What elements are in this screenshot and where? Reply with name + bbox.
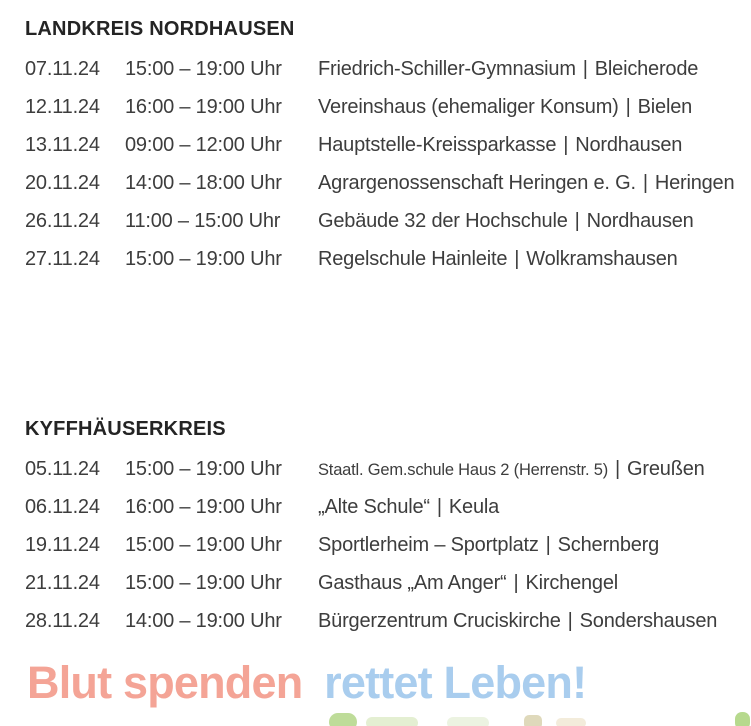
event-date: 20.11.24 (25, 171, 100, 194)
separator: | (582, 57, 588, 80)
event-city: Nordhausen (586, 209, 694, 232)
section-kyffhaeuserkreis: KYFFHÄUSERKREIS 05.11.24 15:00 – 19:00 U… (25, 418, 745, 640)
cropped-text-fragment (524, 715, 542, 726)
cropped-text-fragment (556, 718, 586, 726)
event-location: Regelschule Hainleite | Wolkramshausen (318, 248, 745, 271)
separator: | (574, 209, 580, 232)
event-venue: Regelschule Hainleite (318, 247, 508, 270)
event-date: 12.11.24 (25, 95, 100, 118)
event-date: 21.11.24 (25, 571, 100, 594)
event-location: Vereinshaus (ehemaliger Konsum) | Bielen (318, 96, 745, 119)
event-city: Greußen (627, 457, 705, 480)
event-venue: Bürgerzentrum Cruciskirche (318, 609, 561, 632)
event-time: 14:00 – 18:00 Uhr (125, 171, 282, 194)
event-date: 26.11.24 (25, 209, 100, 232)
event-venue: Sportlerheim – Sportplatz (318, 533, 539, 556)
cropped-logo-fragment (735, 712, 750, 726)
event-location: Hauptstelle-Kreissparkasse | Nordhausen (318, 134, 745, 157)
event-location: Sportlerheim – Sportplatz | Schernberg (318, 534, 745, 557)
separator: | (625, 95, 631, 118)
schedule-row: 13.11.24 09:00 – 12:00 Uhr Hauptstelle-K… (25, 126, 745, 164)
event-time: 11:00 – 15:00 Uhr (125, 209, 281, 232)
event-time: 15:00 – 19:00 Uhr (125, 57, 282, 80)
event-location: Gasthaus „Am Anger“ | Kirchengel (318, 572, 745, 595)
event-city: Sondershausen (579, 609, 718, 632)
schedule-row: 21.11.24 15:00 – 19:00 Uhr Gasthaus „Am … (25, 564, 745, 602)
schedule-row: 27.11.24 15:00 – 19:00 Uhr Regelschule H… (25, 240, 745, 278)
event-time: 15:00 – 19:00 Uhr (125, 571, 282, 594)
event-date: 19.11.24 (25, 533, 100, 556)
event-venue: Vereinshaus (ehemaliger Konsum) (318, 95, 619, 118)
event-location: Gebäude 32 der Hochschule | Nordhausen (318, 210, 745, 233)
event-city: Heringen (654, 171, 735, 194)
event-date: 27.11.24 (25, 247, 100, 270)
separator: | (514, 247, 520, 270)
cropped-text-fragment (447, 717, 489, 726)
event-time: 15:00 – 19:00 Uhr (125, 533, 282, 556)
event-location: Staatl. Gem.schule Haus 2 (Herrenstr. 5)… (318, 458, 745, 481)
event-date: 13.11.24 (25, 133, 100, 156)
event-city: Keula (448, 495, 500, 518)
event-venue: Agrargenossenschaft Heringen e. G. (318, 171, 636, 194)
event-venue: Friedrich-Schiller-Gymnasium (318, 57, 576, 80)
section-title: LANDKREIS NORDHAUSEN (25, 18, 295, 40)
event-city: Kirchengel (525, 571, 619, 594)
slogan-rettet-leben: rettet Leben! (324, 657, 587, 708)
event-location: Bürgerzentrum Cruciskirche | Sondershausen (318, 610, 745, 633)
event-city: Bielen (637, 95, 693, 118)
separator: | (642, 171, 648, 194)
schedule-row: 19.11.24 15:00 – 19:00 Uhr Sportlerheim … (25, 526, 745, 564)
separator: | (567, 609, 573, 632)
schedule-row: 28.11.24 14:00 – 19:00 Uhr Bürgerzentrum… (25, 602, 745, 640)
event-city: Schernberg (557, 533, 660, 556)
slogan-blut-spenden: Blut spenden (27, 657, 303, 708)
slogan: Blut spenden rettet Leben! (27, 657, 587, 709)
event-location: Agrargenossenschaft Heringen e. G. | Herin… (318, 172, 745, 195)
schedule-row: 06.11.24 16:00 – 19:00 Uhr „Alte Schule“… (25, 488, 745, 526)
event-venue: Staatl. Gem.schule Haus 2 (Herrenstr. 5) (318, 460, 609, 479)
schedule-rows: 05.11.24 15:00 – 19:00 Uhr Staatl. Gem.s… (25, 450, 745, 640)
separator: | (545, 533, 551, 556)
cropped-text-fragment (366, 717, 418, 726)
cropped-logo-fragment (329, 713, 357, 726)
event-time: 15:00 – 19:00 Uhr (125, 457, 282, 480)
section-landkreis-nordhausen: LANDKREIS NORDHAUSEN 07.11.24 15:00 – 19… (25, 18, 745, 278)
schedule-row: 05.11.24 15:00 – 19:00 Uhr Staatl. Gem.s… (25, 450, 745, 488)
event-time: 09:00 – 12:00 Uhr (125, 133, 282, 156)
schedule-row: 26.11.24 11:00 – 15:00 Uhr Gebäude 32 de… (25, 202, 745, 240)
separator: | (563, 133, 569, 156)
event-city: Wolkramshausen (526, 247, 678, 270)
event-location: Friedrich-Schiller-Gymnasium | Bleicherode (318, 58, 745, 81)
event-date: 06.11.24 (25, 495, 100, 518)
event-date: 07.11.24 (25, 57, 100, 80)
event-venue: „Alte Schule“ (318, 495, 430, 518)
schedule-row: 20.11.24 14:00 – 18:00 Uhr Agrargenossen… (25, 164, 745, 202)
schedule-row: 12.11.24 16:00 – 19:00 Uhr Vereinshaus (… (25, 88, 745, 126)
event-date: 28.11.24 (25, 609, 100, 632)
event-venue: Hauptstelle-Kreissparkasse (318, 133, 557, 156)
event-time: 16:00 – 19:00 Uhr (125, 495, 282, 518)
event-date: 05.11.24 (25, 457, 100, 480)
event-time: 15:00 – 19:00 Uhr (125, 247, 282, 270)
separator: | (436, 495, 442, 518)
event-city: Bleicherode (594, 57, 699, 80)
event-location: „Alte Schule“ | Keula (318, 496, 745, 519)
event-city: Nordhausen (575, 133, 683, 156)
section-title: KYFFHÄUSERKREIS (25, 418, 226, 440)
separator: | (513, 571, 519, 594)
separator: | (615, 457, 621, 480)
event-time: 14:00 – 19:00 Uhr (125, 609, 282, 632)
event-venue: Gasthaus „Am Anger“ (318, 571, 507, 594)
event-venue: Gebäude 32 der Hochschule (318, 209, 568, 232)
event-time: 16:00 – 19:00 Uhr (125, 95, 282, 118)
schedule-row: 07.11.24 15:00 – 19:00 Uhr Friedrich-Sch… (25, 50, 745, 88)
schedule-rows: 07.11.24 15:00 – 19:00 Uhr Friedrich-Sch… (25, 50, 745, 278)
